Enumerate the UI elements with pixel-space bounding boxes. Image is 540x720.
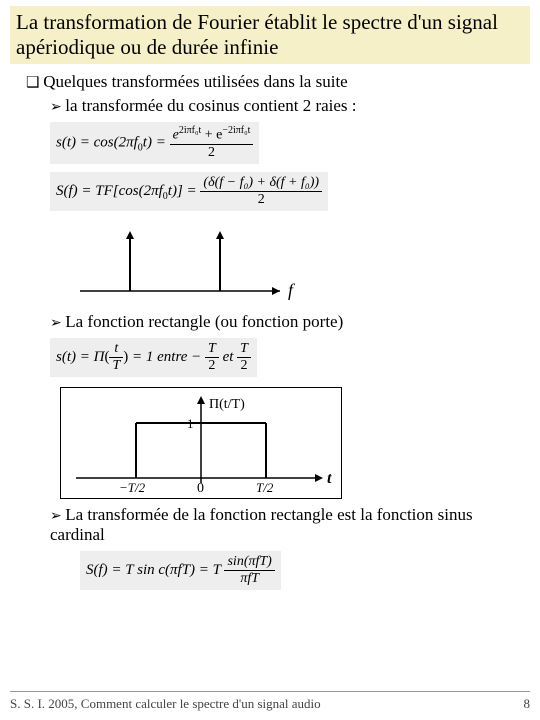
bullet-cosine: la transformée du cosinus contient 2 rai… — [50, 96, 530, 116]
svg-text:t: t — [327, 470, 332, 487]
equation-cos-freq: S(f) = TF[cos(2πf0t)] = (δ(f − f₀) + δ(f… — [50, 172, 328, 211]
svg-text:T/2: T/2 — [256, 480, 274, 495]
page-title: La transformation de Fourier établit le … — [10, 6, 530, 64]
bullet-main: Quelques transformées utilisées dans la … — [26, 72, 530, 92]
svg-text:0: 0 — [197, 481, 204, 496]
svg-text:1: 1 — [187, 416, 194, 431]
footer-text: S. S. I. 2005, Comment calculer le spect… — [10, 696, 321, 712]
spectrum-diagram: f — [70, 221, 300, 306]
svg-text:−T/2: −T/2 — [119, 480, 146, 495]
equation-sinc: S(f) = T sin c(πfT) = T sin(πfT) πfT — [80, 551, 281, 590]
footer-page-number: 8 — [524, 696, 531, 712]
footer: S. S. I. 2005, Comment calculer le spect… — [10, 691, 530, 712]
rect-diagram: Π(t/T) 1 −T/2 0 T/2 t — [60, 387, 342, 499]
bullet-rect: La fonction rectangle (ou fonction porte… — [50, 312, 530, 332]
bullet-sinc: La transformée de la fonction rectangle … — [50, 505, 530, 545]
svg-text:Π(t/T): Π(t/T) — [209, 397, 245, 412]
axis-f-label: f — [288, 280, 296, 300]
equation-rect: s(t) = Π(tT) = 1 entre − T2 et T2 — [50, 338, 257, 377]
equation-cos-time: s(t) = cos(2πf0t) = e2iπf₀t + e−2iπf₀t 2 — [50, 122, 259, 164]
